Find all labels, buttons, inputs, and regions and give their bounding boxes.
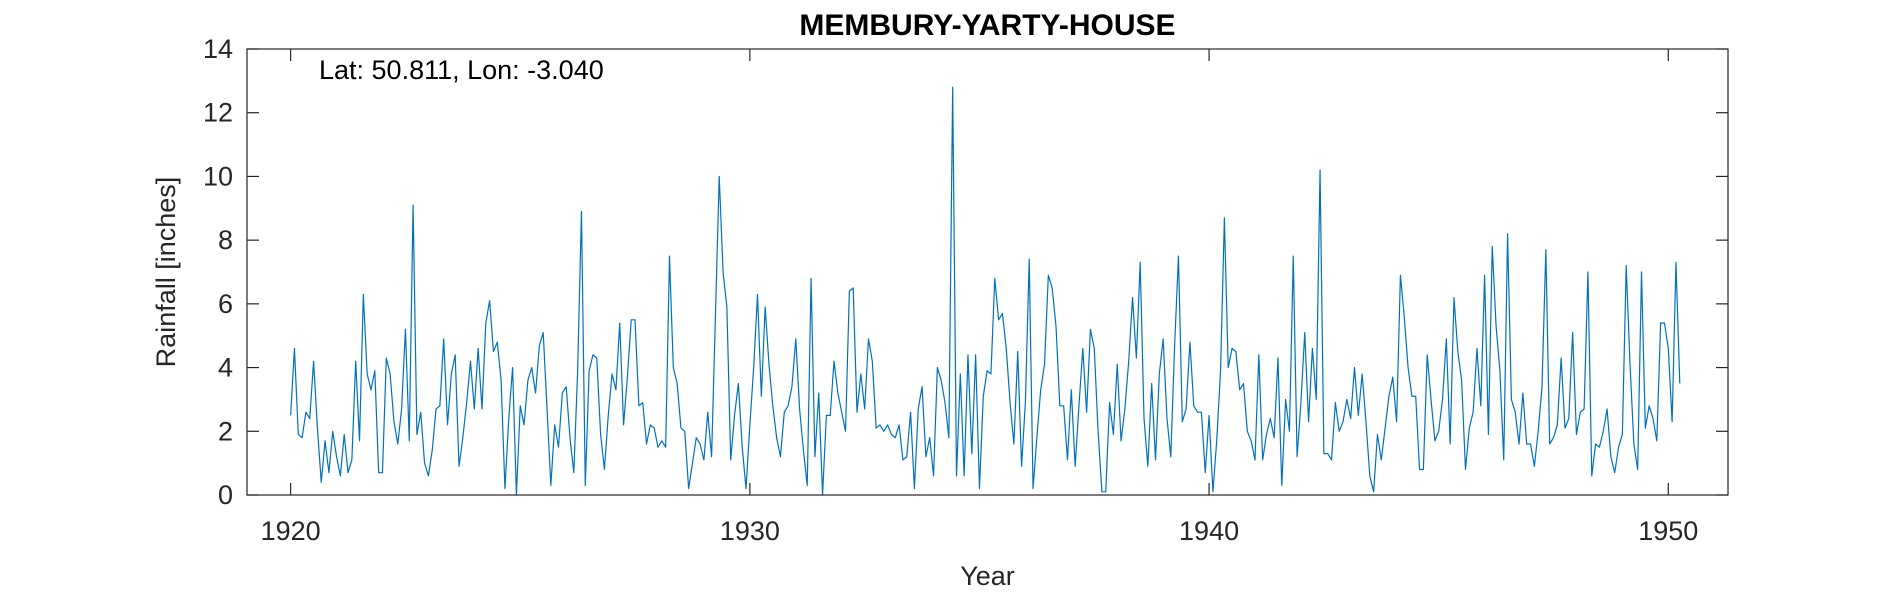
rainfall-series-line xyxy=(290,86,1681,496)
location-annotation: Lat: 50.811, Lon: -3.040 xyxy=(319,55,604,85)
chart-title: MEMBURY-YARTY-HOUSE xyxy=(799,9,1175,42)
y-axis-label: Rainfall [inches] xyxy=(151,177,181,368)
x-tick-label: 1920 xyxy=(261,516,321,546)
y-tick-label: 10 xyxy=(203,161,233,191)
x-tick-label: 1930 xyxy=(720,516,780,546)
y-tick-label: 6 xyxy=(218,289,233,319)
y-tick-label: 14 xyxy=(203,34,233,64)
axes-group: 0 2 4 6 8 10 12 14 1920 1930 1940 1950 xyxy=(203,34,1729,546)
y-tick-label: 2 xyxy=(218,416,233,446)
y-tick-label: 8 xyxy=(218,225,233,255)
x-tick-label: 1940 xyxy=(1179,516,1239,546)
x-tick-label: 1950 xyxy=(1638,516,1698,546)
y-tick-label: 4 xyxy=(218,353,233,383)
plot-box xyxy=(246,48,1729,496)
y-tick-label: 0 xyxy=(218,480,233,510)
series-group xyxy=(290,86,1681,496)
y-tick-label: 12 xyxy=(203,98,233,128)
x-axis-label: Year xyxy=(960,561,1015,591)
